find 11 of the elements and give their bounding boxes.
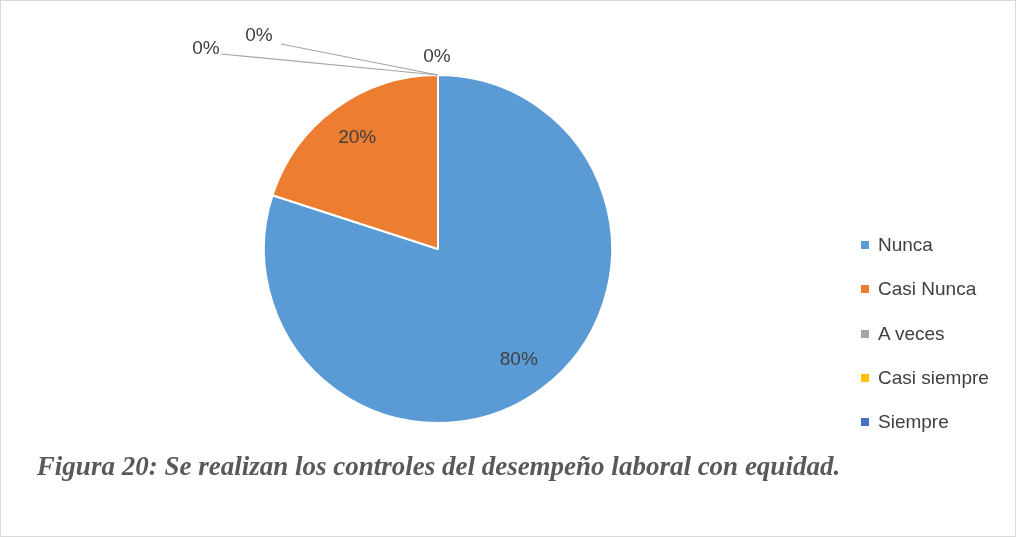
- text: 0%: [245, 24, 273, 46]
- legend-label: Casi siempre: [878, 367, 989, 390]
- legend-label: Siempre: [878, 411, 949, 434]
- text: Figura 20: Se realizan los controles del desempeño laboral con equidad.: [35, 450, 842, 483]
- legend-label: A veces: [878, 322, 945, 345]
- text: 0%: [192, 37, 220, 59]
- data-label: 80%: [499, 348, 538, 370]
- legend-label: Nunca: [878, 234, 933, 257]
- legend-label: Casi Nunca: [878, 278, 977, 301]
- data-label: 20%: [338, 126, 377, 148]
- text: 0%: [423, 45, 451, 67]
